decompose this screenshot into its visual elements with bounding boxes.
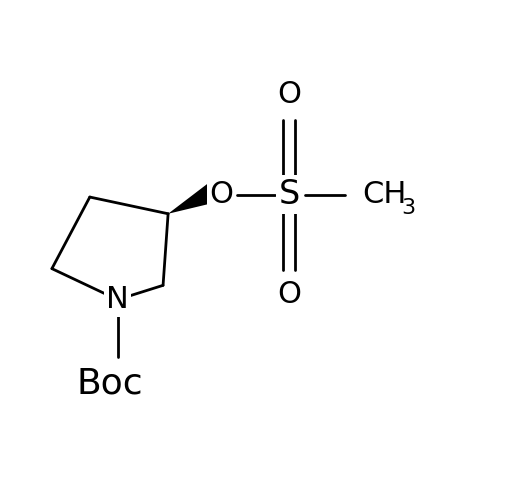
Text: N: N xyxy=(106,285,129,314)
Text: 3: 3 xyxy=(401,198,415,218)
Text: Boc: Boc xyxy=(77,366,143,400)
Text: O: O xyxy=(277,280,301,310)
Text: CH: CH xyxy=(363,180,407,209)
Text: O: O xyxy=(277,80,301,109)
Polygon shape xyxy=(168,183,218,214)
Text: O: O xyxy=(209,180,233,209)
Text: S: S xyxy=(279,178,300,211)
